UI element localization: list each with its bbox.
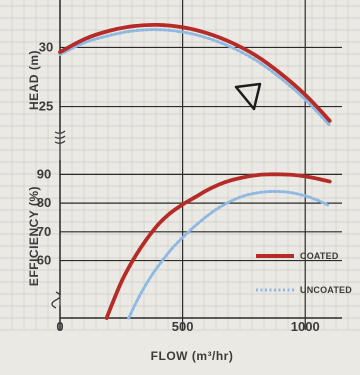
flow-tick-label: 1000 bbox=[291, 319, 320, 334]
head-tick-label: 30 bbox=[39, 39, 53, 54]
efficiency-tick-label: 70 bbox=[37, 224, 51, 239]
axis-break-icon bbox=[51, 291, 61, 309]
head-tick-label: 25 bbox=[39, 99, 53, 114]
flow-axis-label: FLOW (m³/hr) bbox=[151, 349, 234, 363]
triangle-marker-icon bbox=[234, 82, 262, 111]
axis-break-icon bbox=[54, 130, 66, 144]
legend-label-uncoated: UNCOATED bbox=[300, 285, 352, 295]
head-curve-uncoated-line bbox=[58, 28, 332, 127]
flow-tick-label: 0 bbox=[56, 319, 63, 334]
efficiency-tick-label: 80 bbox=[37, 195, 51, 210]
head-curve-coated-line bbox=[58, 22, 332, 123]
efficiency-tick-label: 60 bbox=[37, 253, 51, 268]
series bbox=[58, 22, 332, 320]
efficiency-axis-label: EFFICIENCY (%) bbox=[27, 186, 41, 286]
head-axis-label: HEAD (m) bbox=[27, 50, 41, 110]
legend: COATED UNCOATED bbox=[256, 251, 352, 295]
legend-label-coated: COATED bbox=[300, 251, 339, 261]
axes: 25 30 60 70 80 90 0 500 1000 bbox=[37, 0, 342, 334]
flow-tick-label: 500 bbox=[172, 319, 194, 334]
efficiency-curve-uncoated-line bbox=[127, 189, 332, 320]
efficiency-curve-coated-line bbox=[104, 172, 332, 320]
efficiency-tick-label: 90 bbox=[37, 166, 51, 181]
